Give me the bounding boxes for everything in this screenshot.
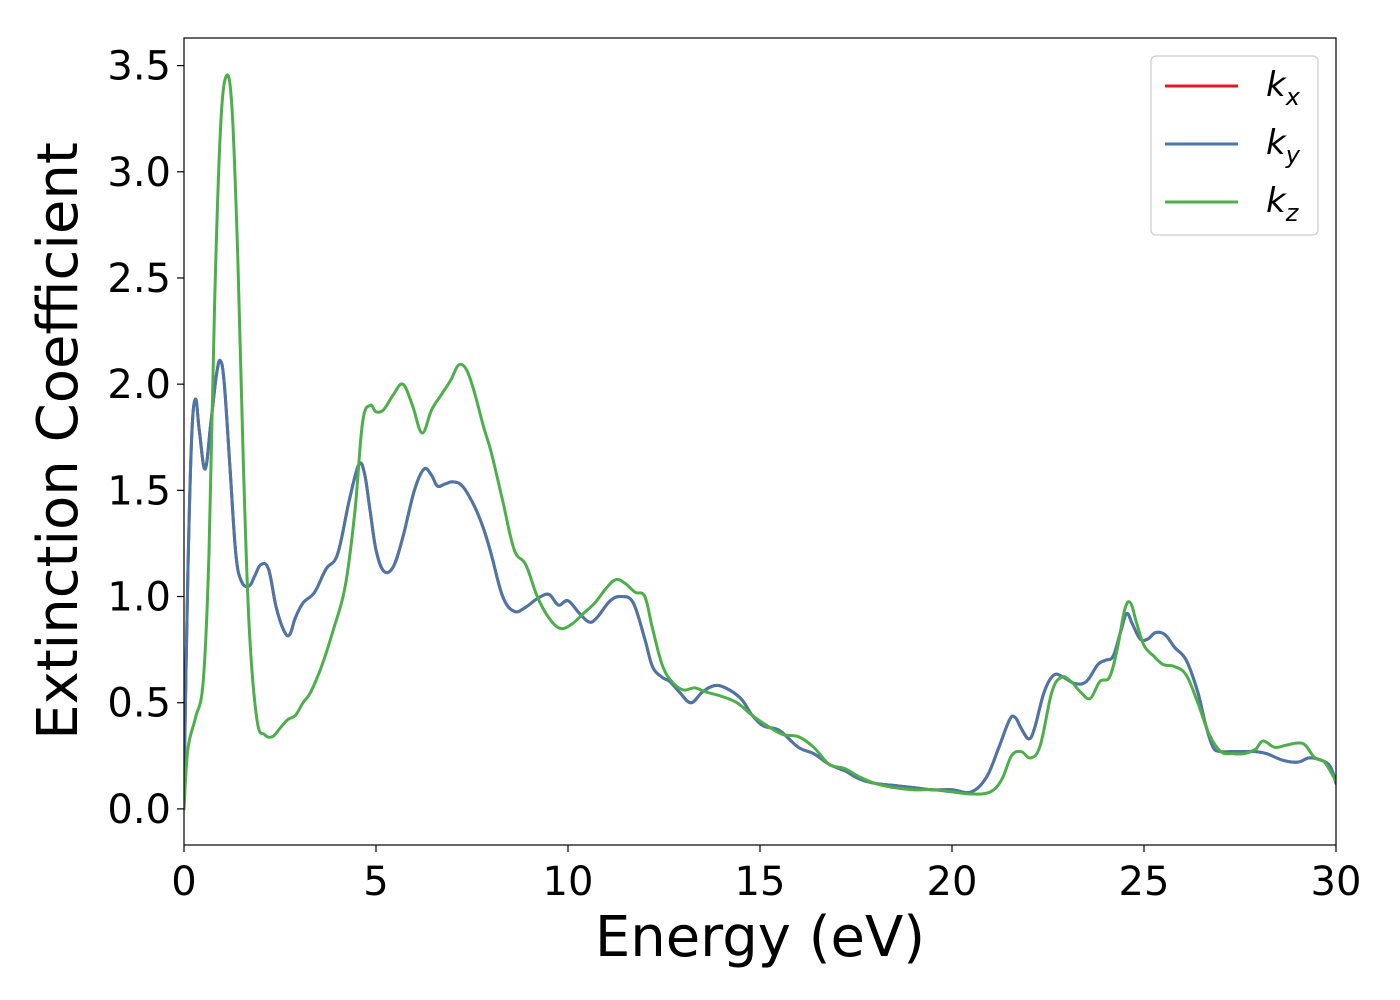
legend-label-x: kx [1266,65,1301,111]
y-axis-label: Extinction Coefficient [26,142,91,740]
series-line-z [184,73,1336,811]
legend-label-z: kz [1266,181,1300,227]
x-tick-label: 15 [735,859,786,905]
x-tick-label: 10 [543,859,594,905]
x-tick-label: 30 [1311,859,1362,905]
x-axis-label: Energy (eV) [595,905,925,970]
y-tick-label: 3.0 [107,150,171,196]
y-tick-label: 3.5 [107,44,171,90]
y-tick-label: 2.0 [107,362,171,408]
y-tick-label: 1.5 [107,468,171,514]
legend: kx ky kz [1150,55,1319,236]
series-layer [184,73,1336,811]
legend-label-y: ky [1266,123,1301,169]
y-tick-label: 0.5 [107,681,171,727]
x-tick-label: 0 [171,859,196,905]
y-tick-label: 0.0 [107,787,171,833]
y-tick-label: 1.0 [107,575,171,621]
y-axis: 0.0 0.5 1.0 1.5 2.0 2.5 3.0 3.5 [107,44,184,833]
x-tick-label: 20 [927,859,978,905]
y-tick-label: 2.5 [107,256,171,302]
x-tick-label: 25 [1119,859,1170,905]
x-axis: 0 5 10 15 20 25 30 [171,845,1361,905]
x-tick-label: 5 [363,859,388,905]
series-line-y [184,358,1336,795]
